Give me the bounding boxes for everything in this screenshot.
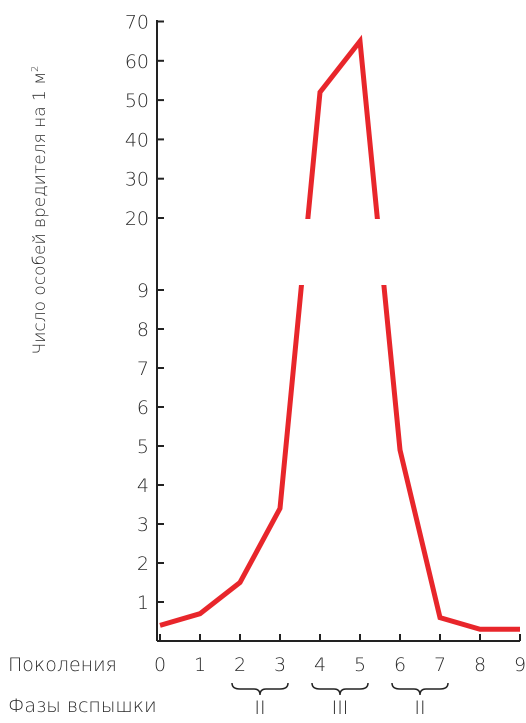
y-tick-label: 3 — [137, 514, 149, 536]
axis-break-gap — [165, 219, 515, 285]
x-tick-label: 4 — [314, 654, 326, 676]
y-tick-label: 40 — [125, 129, 149, 151]
x-tick-label: 3 — [274, 654, 286, 676]
y-tick-label: 60 — [125, 51, 149, 73]
y-axis-title-text: Число особей вредителя на 1 м — [30, 72, 50, 355]
y-tick-label: 5 — [137, 436, 149, 458]
series-group — [159, 34, 521, 632]
y-tick-label: 6 — [137, 397, 149, 419]
y-tick-label: 1 — [137, 592, 149, 614]
x-tick-label: 6 — [394, 654, 406, 676]
y-tick-label: 50 — [125, 90, 149, 112]
x-tick-label: 2 — [234, 654, 246, 676]
x-tick-label: 5 — [354, 654, 366, 676]
axes — [156, 20, 520, 642]
y-axis-title-sup: 2 — [30, 66, 41, 72]
phase-row-label: Фазы вспышки — [8, 695, 157, 717]
phase-brace — [231, 682, 289, 696]
y-tick-label: 70 — [125, 12, 149, 34]
x-tick-labels: 0 1 2 3 4 5 6 7 8 9 — [154, 634, 526, 676]
y-tick-label: 30 — [125, 169, 149, 191]
y-axis-title: Число особей вредителя на 1 м2 — [30, 66, 50, 355]
phase-brace — [311, 682, 369, 696]
y-tick-label: 4 — [137, 475, 149, 497]
phase-label: II — [414, 697, 425, 719]
phase-brace — [391, 682, 449, 696]
y-tick-label: 8 — [137, 319, 149, 341]
y-tick-label: 20 — [125, 208, 149, 230]
phase-label: II — [254, 697, 265, 719]
x-tick-label: 1 — [194, 654, 206, 676]
y-tick-labels: 1 2 3 4 5 6 7 8 9 20 30 40 50 60 70 — [125, 12, 164, 614]
phase-label: III — [332, 697, 349, 719]
x-tick-label: 8 — [474, 654, 486, 676]
phase-group: II III II — [231, 682, 449, 719]
x-tick-label: 7 — [434, 654, 446, 676]
y-tick-label: 9 — [137, 280, 149, 302]
x-tick-label: 9 — [514, 654, 526, 676]
x-row-label: Поколения — [8, 654, 117, 676]
y-tick-label: 7 — [137, 358, 149, 380]
x-tick-label: 0 — [154, 654, 166, 676]
y-tick-label: 2 — [137, 553, 149, 575]
series-line — [159, 34, 520, 632]
